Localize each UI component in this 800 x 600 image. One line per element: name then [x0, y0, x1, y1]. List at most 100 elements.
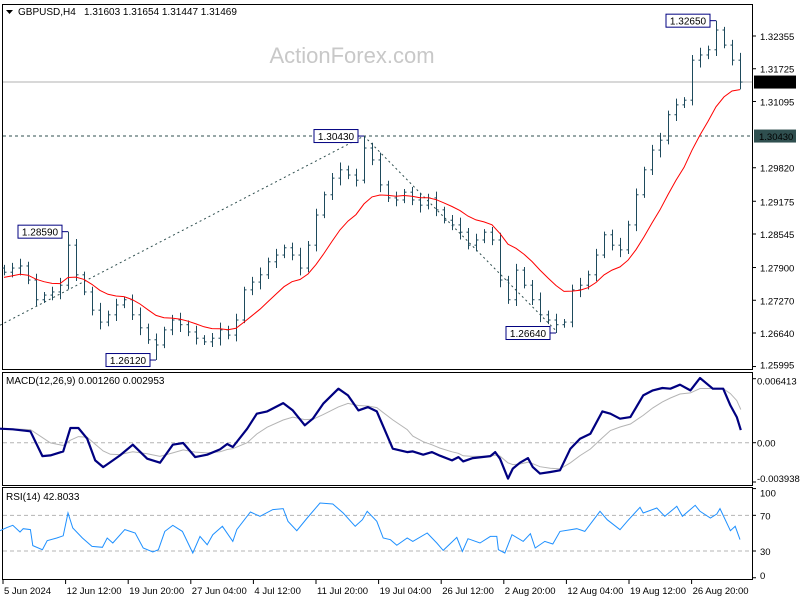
- ohlc-bar: [498, 232, 503, 288]
- ohlc-bar: [450, 215, 455, 231]
- ohlc-bar: [370, 142, 375, 166]
- rsi-line: [0, 502, 741, 555]
- ohlc-bar: [602, 231, 607, 259]
- ohlc-bar: [42, 291, 47, 303]
- symbol-label: GBPUSD,H4: [18, 7, 76, 18]
- ohlc-bar: [442, 206, 447, 224]
- price-tick-label: 1.28545: [760, 230, 794, 241]
- macd-panel[interactable]: [2, 372, 753, 486]
- moving-average-line: [3, 89, 741, 331]
- ohlc-bar: [138, 307, 143, 336]
- ohlc-bar: [274, 248, 279, 269]
- annotation-box: [105, 353, 151, 368]
- ohlc-bar: [258, 267, 263, 290]
- time-tick-label: 12 Jun 12:00: [67, 586, 122, 597]
- ohlc-bar: [162, 326, 167, 349]
- ohlc-bar: [650, 144, 655, 176]
- annotation-box: [505, 326, 551, 341]
- time-axis: 5 Jun 2024 12 Jun 12:00 19 Jun 20:00 27 Jun…: [2, 580, 749, 597]
- ohlc-bar: [290, 242, 295, 261]
- trendline: [363, 135, 556, 331]
- rsi-panel[interactable]: [2, 487, 753, 580]
- time-tick-label: 26 Aug 20:00: [693, 586, 749, 597]
- ohlc-bar: [298, 247, 303, 276]
- ohlc-bar: [666, 110, 671, 145]
- ohlc-bar: [642, 166, 647, 198]
- ohlc-bar: [466, 228, 471, 250]
- level-price-box-label: 1.30430: [759, 132, 793, 143]
- header: GBPUSD,H4 1.31603 1.31654 1.31447 1.3146…: [6, 7, 237, 18]
- current-price-box: 1.31469: [754, 75, 796, 89]
- ohlc-bar: [98, 302, 103, 330]
- annotation-label: 1.32650: [670, 17, 707, 28]
- price-annotation: 1.32650: [665, 13, 716, 28]
- ohlc-bar: [314, 208, 319, 252]
- ohlc-bar: [458, 217, 463, 240]
- ohlc-bar: [146, 323, 151, 344]
- ohlc-bar: [178, 312, 183, 332]
- annotation-label: 1.26640: [510, 329, 547, 340]
- ohlc-bar: [402, 189, 407, 204]
- macd-tick-label: 0.00: [757, 439, 776, 450]
- ohlc-bar: [586, 270, 591, 290]
- ohlc-bar: [306, 241, 311, 273]
- ohlc-bar: [730, 39, 735, 66]
- price-annotation: 1.30430: [313, 129, 364, 144]
- price-axis: 1.32355 1.31725 1.31095 1.29820 1.29175 1.285…: [752, 32, 796, 372]
- ohlc-bar: [610, 229, 615, 251]
- ohlc-bar: [362, 136, 367, 184]
- price-tick-label: 1.31095: [760, 97, 794, 108]
- ohlc-bar: [210, 333, 215, 348]
- time-tick-label: 19 Aug 12:00: [630, 586, 686, 597]
- ohlc-bar: [154, 333, 159, 361]
- ohlc-bar: [106, 310, 111, 327]
- ohlc-bar: [378, 152, 383, 193]
- ohlc-bar: [394, 191, 399, 207]
- ohlc-bars: [2, 20, 743, 361]
- rsi-tick-label: 70: [760, 511, 771, 522]
- ohlc-bar: [58, 277, 63, 300]
- ohlc-bar: [122, 296, 127, 309]
- annotation-box: [665, 13, 711, 28]
- time-tick-label: 12 Aug 04:00: [567, 586, 623, 597]
- ohlc-bar: [690, 54, 695, 106]
- ohlc-bar: [658, 132, 663, 158]
- time-tick-label: 4 Jul 12:00: [254, 586, 300, 597]
- ohlc-bar: [482, 229, 487, 244]
- price-annotation: 1.26640: [505, 326, 556, 341]
- time-tick-label: 27 Jun 04:00: [192, 586, 247, 597]
- ohlc-bar: [330, 172, 335, 200]
- ohlc-bar: [698, 47, 703, 68]
- current-price-box-label: 1.31469: [759, 78, 793, 89]
- rsi-tick-label: 100: [760, 489, 776, 500]
- ohlc-bar: [322, 191, 327, 219]
- ohlc-bar: [418, 192, 423, 213]
- ohlc-bar: [66, 231, 71, 290]
- ohlc-bar: [682, 97, 687, 108]
- ohlc-label: 1.31603 1.31654 1.31447 1.31469: [84, 7, 237, 18]
- annotation-label: 1.28590: [22, 228, 59, 239]
- annotation-box: [313, 129, 359, 144]
- rsi-tick-label: 30: [760, 547, 771, 558]
- ohlc-bar: [562, 318, 567, 328]
- ohlc-bar: [26, 261, 31, 285]
- time-tick-label: 2 Aug 20:00: [505, 586, 556, 597]
- ohlc-bar: [186, 320, 191, 337]
- ohlc-bar: [346, 165, 351, 180]
- macd-signal-line: [0, 388, 742, 470]
- ohlc-bar: [194, 325, 199, 345]
- main-panel[interactable]: [2, 4, 753, 370]
- price-tick-label: 1.29820: [760, 164, 794, 175]
- price-tick-label: 1.25995: [760, 361, 794, 372]
- dropdown-triangle-icon[interactable]: [6, 10, 13, 14]
- macd-tick-label: -0.003938: [757, 474, 800, 485]
- time-tick-label: 19 Jun 20:00: [129, 586, 184, 597]
- ohlc-bar: [618, 237, 623, 258]
- ohlc-bar: [2, 264, 7, 276]
- macd-line: [0, 376, 742, 480]
- ohlc-bar: [714, 20, 719, 57]
- time-tick-label: 5 Jun 2024: [4, 586, 51, 597]
- ohlc-bar: [90, 286, 95, 316]
- ohlc-bar: [338, 162, 343, 186]
